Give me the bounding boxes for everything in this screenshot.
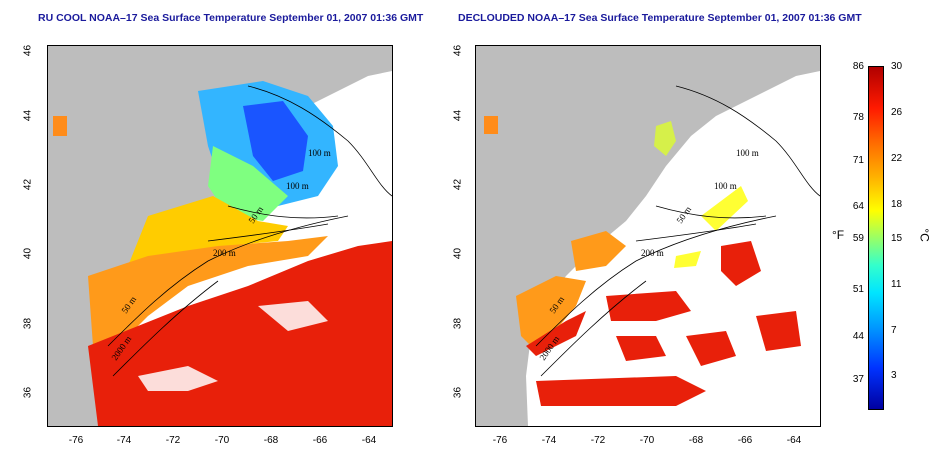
- right-panel-title: DECLOUDED NOAA–17 Sea Surface Temperatur…: [458, 12, 862, 24]
- right-x-tick: -70: [639, 435, 655, 446]
- colorbar-f-tick: 78: [852, 112, 864, 123]
- colorbar-c-tick: 11: [891, 279, 902, 290]
- colorbar-c-tick: 18: [891, 199, 903, 210]
- right-y-tick: 40: [452, 247, 464, 260]
- left-x-tick: -68: [263, 435, 279, 446]
- left-y-tick: 46: [22, 44, 34, 57]
- right-sst-map: 100 m 100 m 50 m 200 m 50 m 2000 m: [475, 45, 821, 427]
- left-y-tick: 38: [22, 317, 34, 330]
- left-x-tick: -74: [116, 435, 132, 446]
- right-y-tick: 44: [452, 109, 464, 122]
- left-contour-4: 200 m: [213, 248, 236, 258]
- colorbar-c-tick: 3: [891, 370, 897, 381]
- left-x-tick: -64: [361, 435, 377, 446]
- colorbar-f-tick: 71: [852, 155, 864, 166]
- colorbar-f-tick: 86: [852, 61, 864, 72]
- right-x-tick: -64: [786, 435, 802, 446]
- right-contour-4: 200 m: [641, 248, 664, 258]
- left-panel-title: RU COOL NOAA–17 Sea Surface Temperature …: [38, 12, 424, 24]
- colorbar-f-tick: 51: [852, 284, 864, 295]
- colorbar-c-tick: 22: [891, 153, 903, 164]
- colorbar-c-tick: 15: [891, 233, 903, 244]
- right-x-tick: -74: [541, 435, 557, 446]
- colorbar-c-tick: 7: [891, 325, 897, 336]
- left-y-tick: 44: [22, 109, 34, 122]
- left-y-tick: 42: [22, 178, 34, 191]
- right-y-tick: 36: [452, 386, 464, 399]
- colorbar-f-tick: 64: [852, 201, 864, 212]
- right-contour-1: 100 m: [736, 148, 759, 158]
- left-contour-2: 100 m: [286, 181, 309, 191]
- left-contour-1: 100 m: [308, 148, 331, 158]
- colorbar-c-tick: 30: [891, 61, 903, 72]
- left-y-tick: 36: [22, 386, 34, 399]
- right-x-tick: -68: [688, 435, 704, 446]
- colorbar-f-tick: 37: [852, 374, 864, 385]
- right-y-tick: 46: [452, 44, 464, 57]
- left-y-tick: 40: [22, 247, 34, 260]
- left-sst-map: 100 m 100 m 50 m 200 m 50 m 2000 m: [47, 45, 393, 427]
- temperature-colorbar: [868, 66, 884, 410]
- colorbar-f-tick: 44: [852, 331, 864, 342]
- left-x-tick: -76: [68, 435, 84, 446]
- right-x-tick: -66: [737, 435, 753, 446]
- left-x-tick: -72: [165, 435, 181, 446]
- right-y-tick: 38: [452, 317, 464, 330]
- right-y-tick: 42: [452, 178, 464, 191]
- colorbar-c-tick: 26: [891, 107, 903, 118]
- colorbar-f-tick: 59: [852, 233, 864, 244]
- right-contour-2: 100 m: [714, 181, 737, 191]
- left-x-tick: -66: [312, 435, 328, 446]
- right-x-tick: -72: [590, 435, 606, 446]
- left-x-tick: -70: [214, 435, 230, 446]
- right-x-tick: -76: [492, 435, 508, 446]
- colorbar-unit-f: °F: [832, 228, 845, 242]
- colorbar-unit-c: °C: [917, 228, 932, 242]
